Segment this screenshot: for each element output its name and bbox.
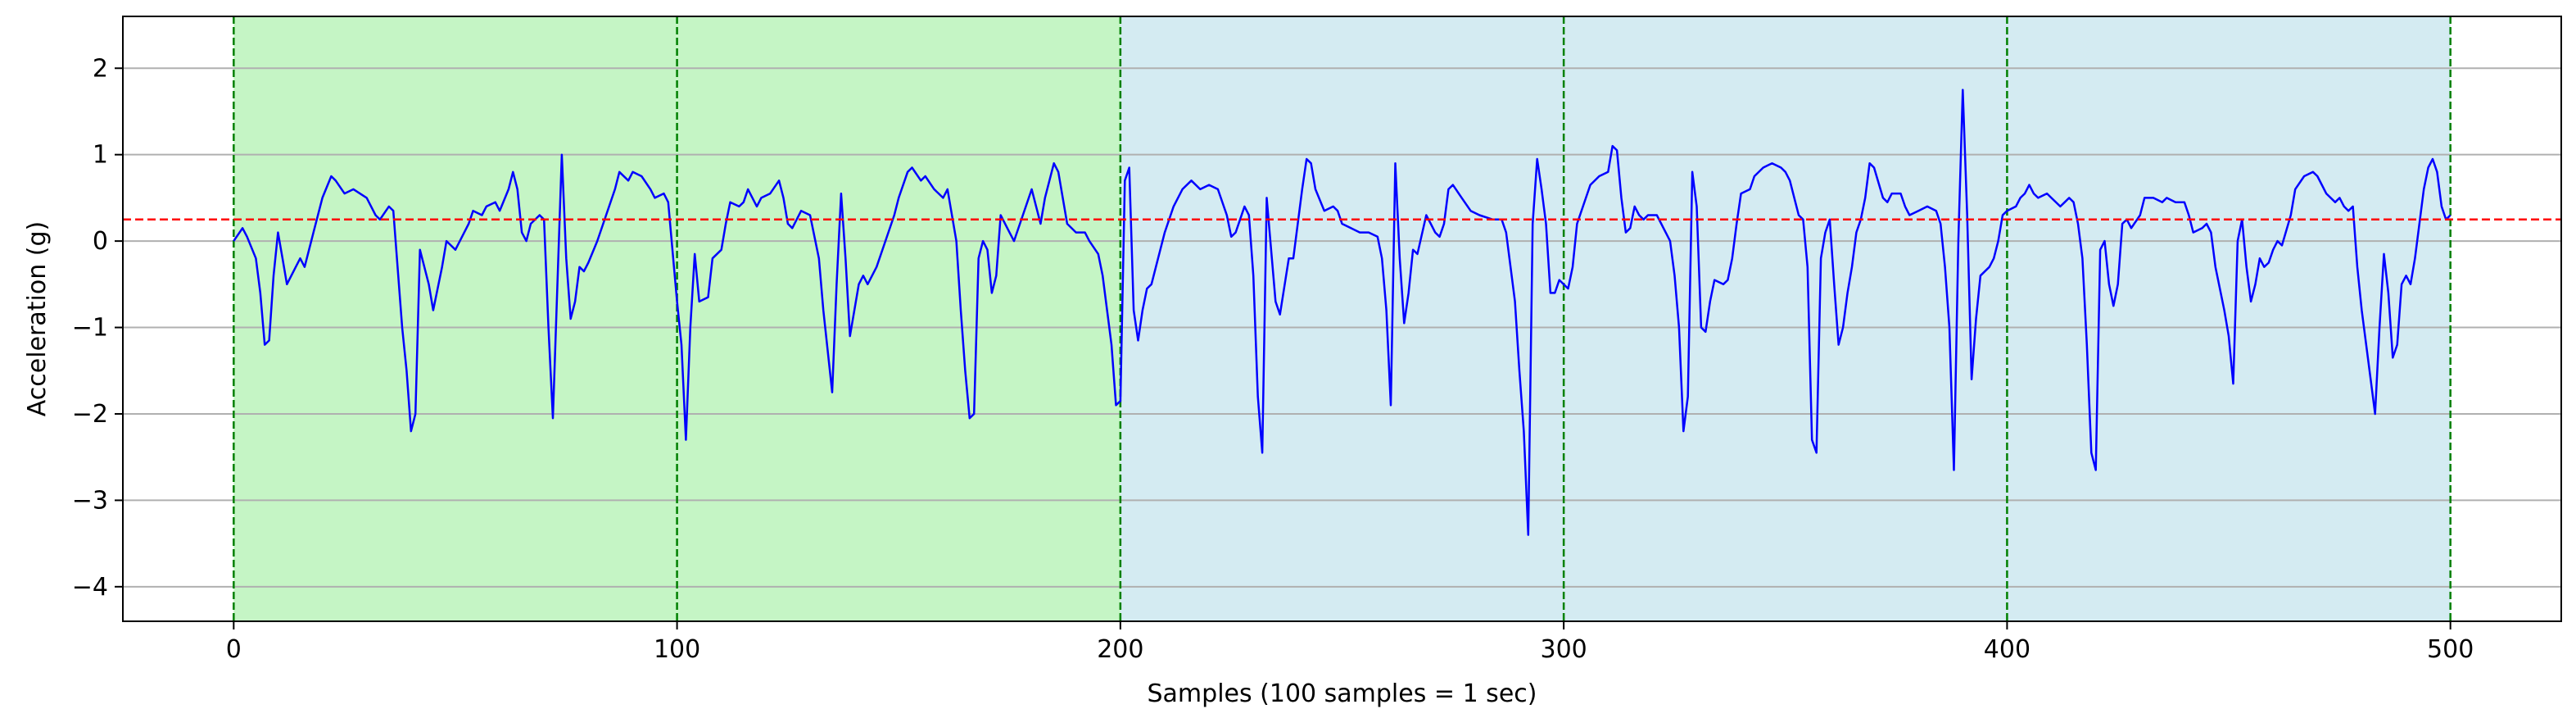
segment-bands bbox=[233, 16, 2451, 621]
y-tick-label-4: −2 bbox=[72, 400, 108, 429]
y-tick-label-0: 2 bbox=[93, 54, 108, 83]
segment-band-0 bbox=[233, 16, 677, 621]
y-axis-label: Acceleration (g) bbox=[23, 221, 52, 416]
y-axis: 2 1 0 −1 −2 −3 −4 bbox=[72, 54, 123, 602]
segment-band-3 bbox=[1564, 16, 2008, 621]
x-tick-label-4: 400 bbox=[1984, 635, 2030, 664]
plot-frame bbox=[122, 16, 2562, 622]
x-tick-label-2: 200 bbox=[1097, 635, 1143, 664]
segment-boundaries bbox=[233, 16, 2452, 621]
x-axis: 0 100 200 300 400 500 bbox=[226, 621, 2474, 664]
y-tick-label-5: −3 bbox=[72, 486, 108, 515]
segment-band-1 bbox=[677, 16, 1120, 621]
segment-band-4 bbox=[2007, 16, 2451, 621]
x-tick-label-5: 500 bbox=[2427, 635, 2474, 664]
x-axis-label: Samples (100 samples = 1 sec) bbox=[1148, 679, 1537, 708]
y-tick-label-3: −1 bbox=[72, 314, 108, 343]
series-lines bbox=[233, 89, 2452, 536]
y-tick-label-2: 0 bbox=[93, 227, 108, 256]
segment-band-2 bbox=[1120, 16, 1564, 621]
x-tick-label-0: 0 bbox=[226, 635, 242, 664]
y-grid bbox=[123, 67, 2561, 588]
y-tick-label-1: 1 bbox=[93, 141, 108, 170]
y-tick-label-6: −4 bbox=[72, 573, 108, 602]
x-tick-label-3: 300 bbox=[1541, 635, 1587, 664]
series-line-0 bbox=[233, 89, 2452, 536]
x-tick-label-1: 100 bbox=[654, 635, 700, 664]
